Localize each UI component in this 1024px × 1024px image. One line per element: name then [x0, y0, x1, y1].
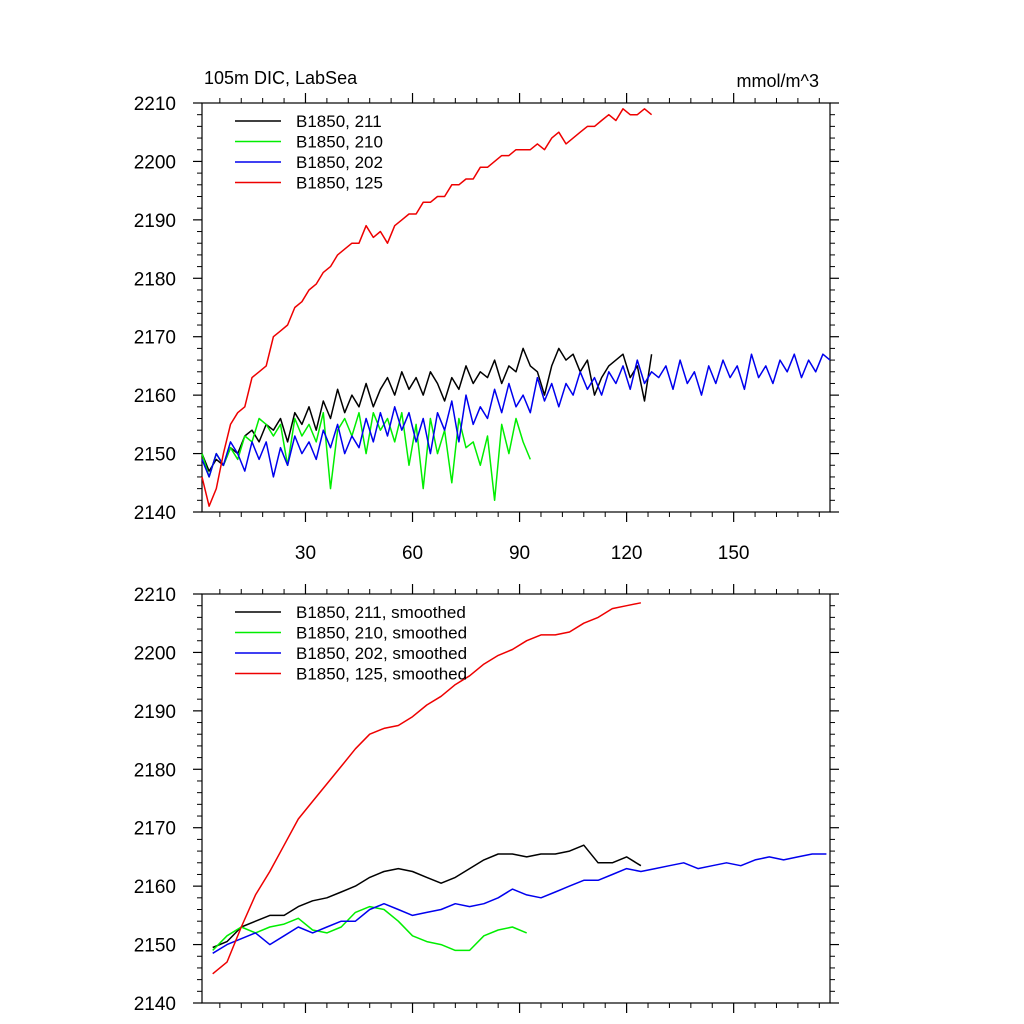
y-tick-label: 2160: [134, 877, 176, 898]
y-tick-label: 2190: [134, 211, 176, 232]
series-line: [201, 353, 831, 478]
x-tick-label: 60: [402, 543, 423, 564]
y-tick-label: 2200: [134, 152, 176, 173]
y-tick-label: 2200: [134, 643, 176, 664]
x-tick-label: 150: [718, 543, 750, 564]
legend-label: B1850, 202: [296, 153, 383, 172]
legend-label: B1850, 125, smoothed: [296, 665, 467, 684]
legend-label: B1850, 210: [296, 133, 383, 152]
x-tick-label: 30: [295, 543, 316, 564]
series-line: [201, 108, 653, 507]
series-line: [212, 853, 827, 954]
y-tick-label: 2190: [134, 702, 176, 723]
y-tick-label: 2160: [134, 386, 176, 407]
y-tick-label: 2210: [134, 94, 176, 115]
plot-frame: [201, 102, 831, 513]
bottom-panel: 2140 2150 2160 2170 2180 2190 2200 2210 B1850, 2…: [134, 584, 839, 1015]
legend-label: B1850, 125: [296, 174, 383, 193]
series-line: [201, 411, 531, 502]
series-line: [212, 844, 642, 949]
plot-frame: [201, 593, 831, 1004]
y-tick-label: 2170: [134, 819, 176, 840]
y-tick-label: 2170: [134, 328, 176, 349]
y-tick-label: 2150: [134, 936, 176, 957]
y-tick-label: 2140: [134, 503, 176, 524]
chart-units-label: mmol/m^3: [737, 71, 819, 91]
legend-label: B1850, 202, smoothed: [296, 644, 467, 663]
x-tick-label: 90: [509, 543, 530, 564]
top-panel: 105m DIC, LabSea mmol/m^3 2140 2150 2160 21…: [134, 68, 839, 564]
series-line: [201, 347, 653, 472]
legend-label: B1850, 211, smoothed: [296, 603, 466, 622]
x-tick-label: 120: [611, 543, 643, 564]
y-tick-label: 2180: [134, 269, 176, 290]
series-line: [212, 905, 527, 952]
y-tick-label: 2210: [134, 585, 176, 606]
series-line: [212, 602, 642, 975]
y-tick-label: 2180: [134, 760, 176, 781]
legend-label: B1850, 211: [296, 112, 382, 131]
y-tick-label: 2150: [134, 445, 176, 466]
chart-title: 105m DIC, LabSea: [204, 68, 358, 88]
y-tick-label: 2140: [134, 994, 176, 1015]
legend-label: B1850, 210, smoothed: [296, 624, 467, 643]
